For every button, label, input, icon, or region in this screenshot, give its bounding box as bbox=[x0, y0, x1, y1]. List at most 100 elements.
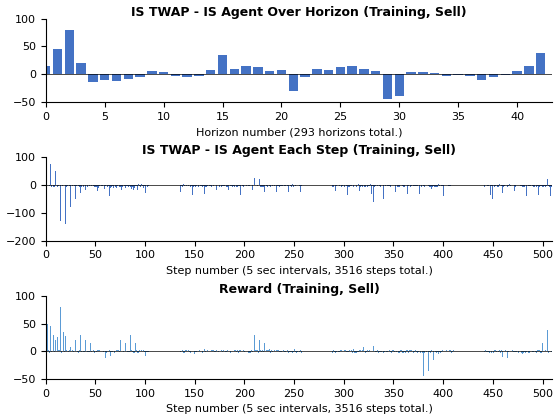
Bar bbox=[353, 349, 354, 352]
Bar bbox=[463, 185, 464, 187]
Bar bbox=[484, 185, 486, 187]
Bar bbox=[78, 185, 79, 186]
Bar bbox=[374, 185, 375, 187]
Bar bbox=[344, 185, 345, 186]
Bar bbox=[374, 351, 375, 352]
Bar bbox=[354, 352, 355, 353]
Bar bbox=[443, 185, 444, 196]
Bar bbox=[256, 350, 257, 352]
Bar bbox=[546, 351, 547, 352]
Bar bbox=[489, 74, 498, 77]
Bar bbox=[126, 351, 127, 352]
Bar bbox=[147, 71, 157, 74]
Bar bbox=[79, 350, 80, 352]
X-axis label: Horizon number (293 horizons total.): Horizon number (293 horizons total.) bbox=[196, 127, 403, 137]
Bar bbox=[291, 185, 292, 187]
Bar bbox=[429, 185, 430, 187]
Bar bbox=[84, 185, 85, 186]
Bar bbox=[49, 352, 50, 353]
Bar bbox=[312, 350, 314, 352]
Bar bbox=[440, 352, 441, 353]
Bar bbox=[124, 185, 125, 186]
Bar bbox=[494, 350, 495, 352]
Bar bbox=[441, 185, 442, 186]
Bar bbox=[119, 185, 120, 187]
Bar bbox=[365, 352, 366, 353]
Bar bbox=[259, 340, 260, 352]
Bar bbox=[371, 351, 372, 352]
Bar bbox=[222, 185, 223, 186]
Bar bbox=[141, 184, 142, 185]
Bar bbox=[489, 352, 490, 353]
Bar bbox=[204, 185, 205, 194]
Bar bbox=[99, 185, 100, 186]
Bar bbox=[208, 351, 209, 352]
Bar bbox=[181, 351, 183, 352]
Bar bbox=[414, 185, 415, 186]
Bar bbox=[80, 185, 81, 193]
Bar bbox=[335, 352, 336, 353]
Bar bbox=[142, 185, 143, 186]
Bar bbox=[60, 307, 61, 352]
Bar bbox=[523, 185, 524, 187]
Bar bbox=[55, 340, 56, 352]
Bar bbox=[449, 350, 450, 352]
Bar bbox=[176, 351, 178, 352]
Bar bbox=[190, 185, 191, 187]
Bar bbox=[551, 185, 552, 187]
Bar bbox=[465, 350, 466, 352]
Bar bbox=[287, 185, 288, 186]
Bar bbox=[309, 350, 310, 352]
Bar bbox=[99, 350, 100, 352]
Bar bbox=[550, 351, 551, 352]
Bar bbox=[72, 185, 73, 186]
Bar bbox=[342, 351, 343, 352]
Bar bbox=[184, 352, 185, 353]
Bar bbox=[339, 185, 340, 186]
Bar bbox=[262, 350, 263, 352]
Bar bbox=[100, 74, 109, 80]
Bar bbox=[111, 185, 112, 187]
Bar bbox=[230, 185, 231, 186]
Bar bbox=[158, 350, 160, 352]
Bar bbox=[83, 185, 84, 187]
Bar bbox=[253, 68, 263, 74]
Bar bbox=[403, 185, 404, 187]
Bar bbox=[281, 185, 282, 186]
Bar bbox=[251, 350, 252, 352]
Bar bbox=[258, 352, 259, 353]
Bar bbox=[200, 351, 201, 352]
Bar bbox=[362, 350, 363, 352]
Bar bbox=[175, 185, 176, 186]
Bar bbox=[507, 185, 508, 186]
Bar bbox=[549, 185, 550, 187]
Bar bbox=[64, 30, 74, 74]
Bar bbox=[224, 185, 225, 186]
Bar bbox=[448, 351, 449, 352]
Bar bbox=[452, 350, 454, 352]
Bar bbox=[239, 185, 240, 186]
Bar bbox=[370, 184, 371, 185]
Bar bbox=[391, 352, 392, 353]
Bar bbox=[121, 185, 122, 190]
Bar bbox=[512, 71, 522, 74]
Bar bbox=[136, 74, 144, 77]
Bar bbox=[461, 185, 463, 186]
Bar bbox=[304, 340, 305, 352]
Bar bbox=[390, 185, 391, 187]
Bar bbox=[46, 350, 47, 352]
Bar bbox=[507, 352, 508, 358]
Bar bbox=[107, 185, 108, 186]
Bar bbox=[514, 185, 515, 191]
Bar bbox=[290, 185, 291, 186]
Bar bbox=[207, 185, 208, 186]
Bar bbox=[368, 185, 369, 186]
Bar bbox=[545, 185, 546, 187]
Bar bbox=[525, 352, 526, 353]
Bar bbox=[298, 185, 300, 186]
Bar bbox=[343, 351, 344, 352]
Bar bbox=[269, 349, 270, 352]
Bar bbox=[517, 351, 518, 352]
Bar bbox=[372, 185, 373, 186]
Bar bbox=[309, 185, 310, 186]
